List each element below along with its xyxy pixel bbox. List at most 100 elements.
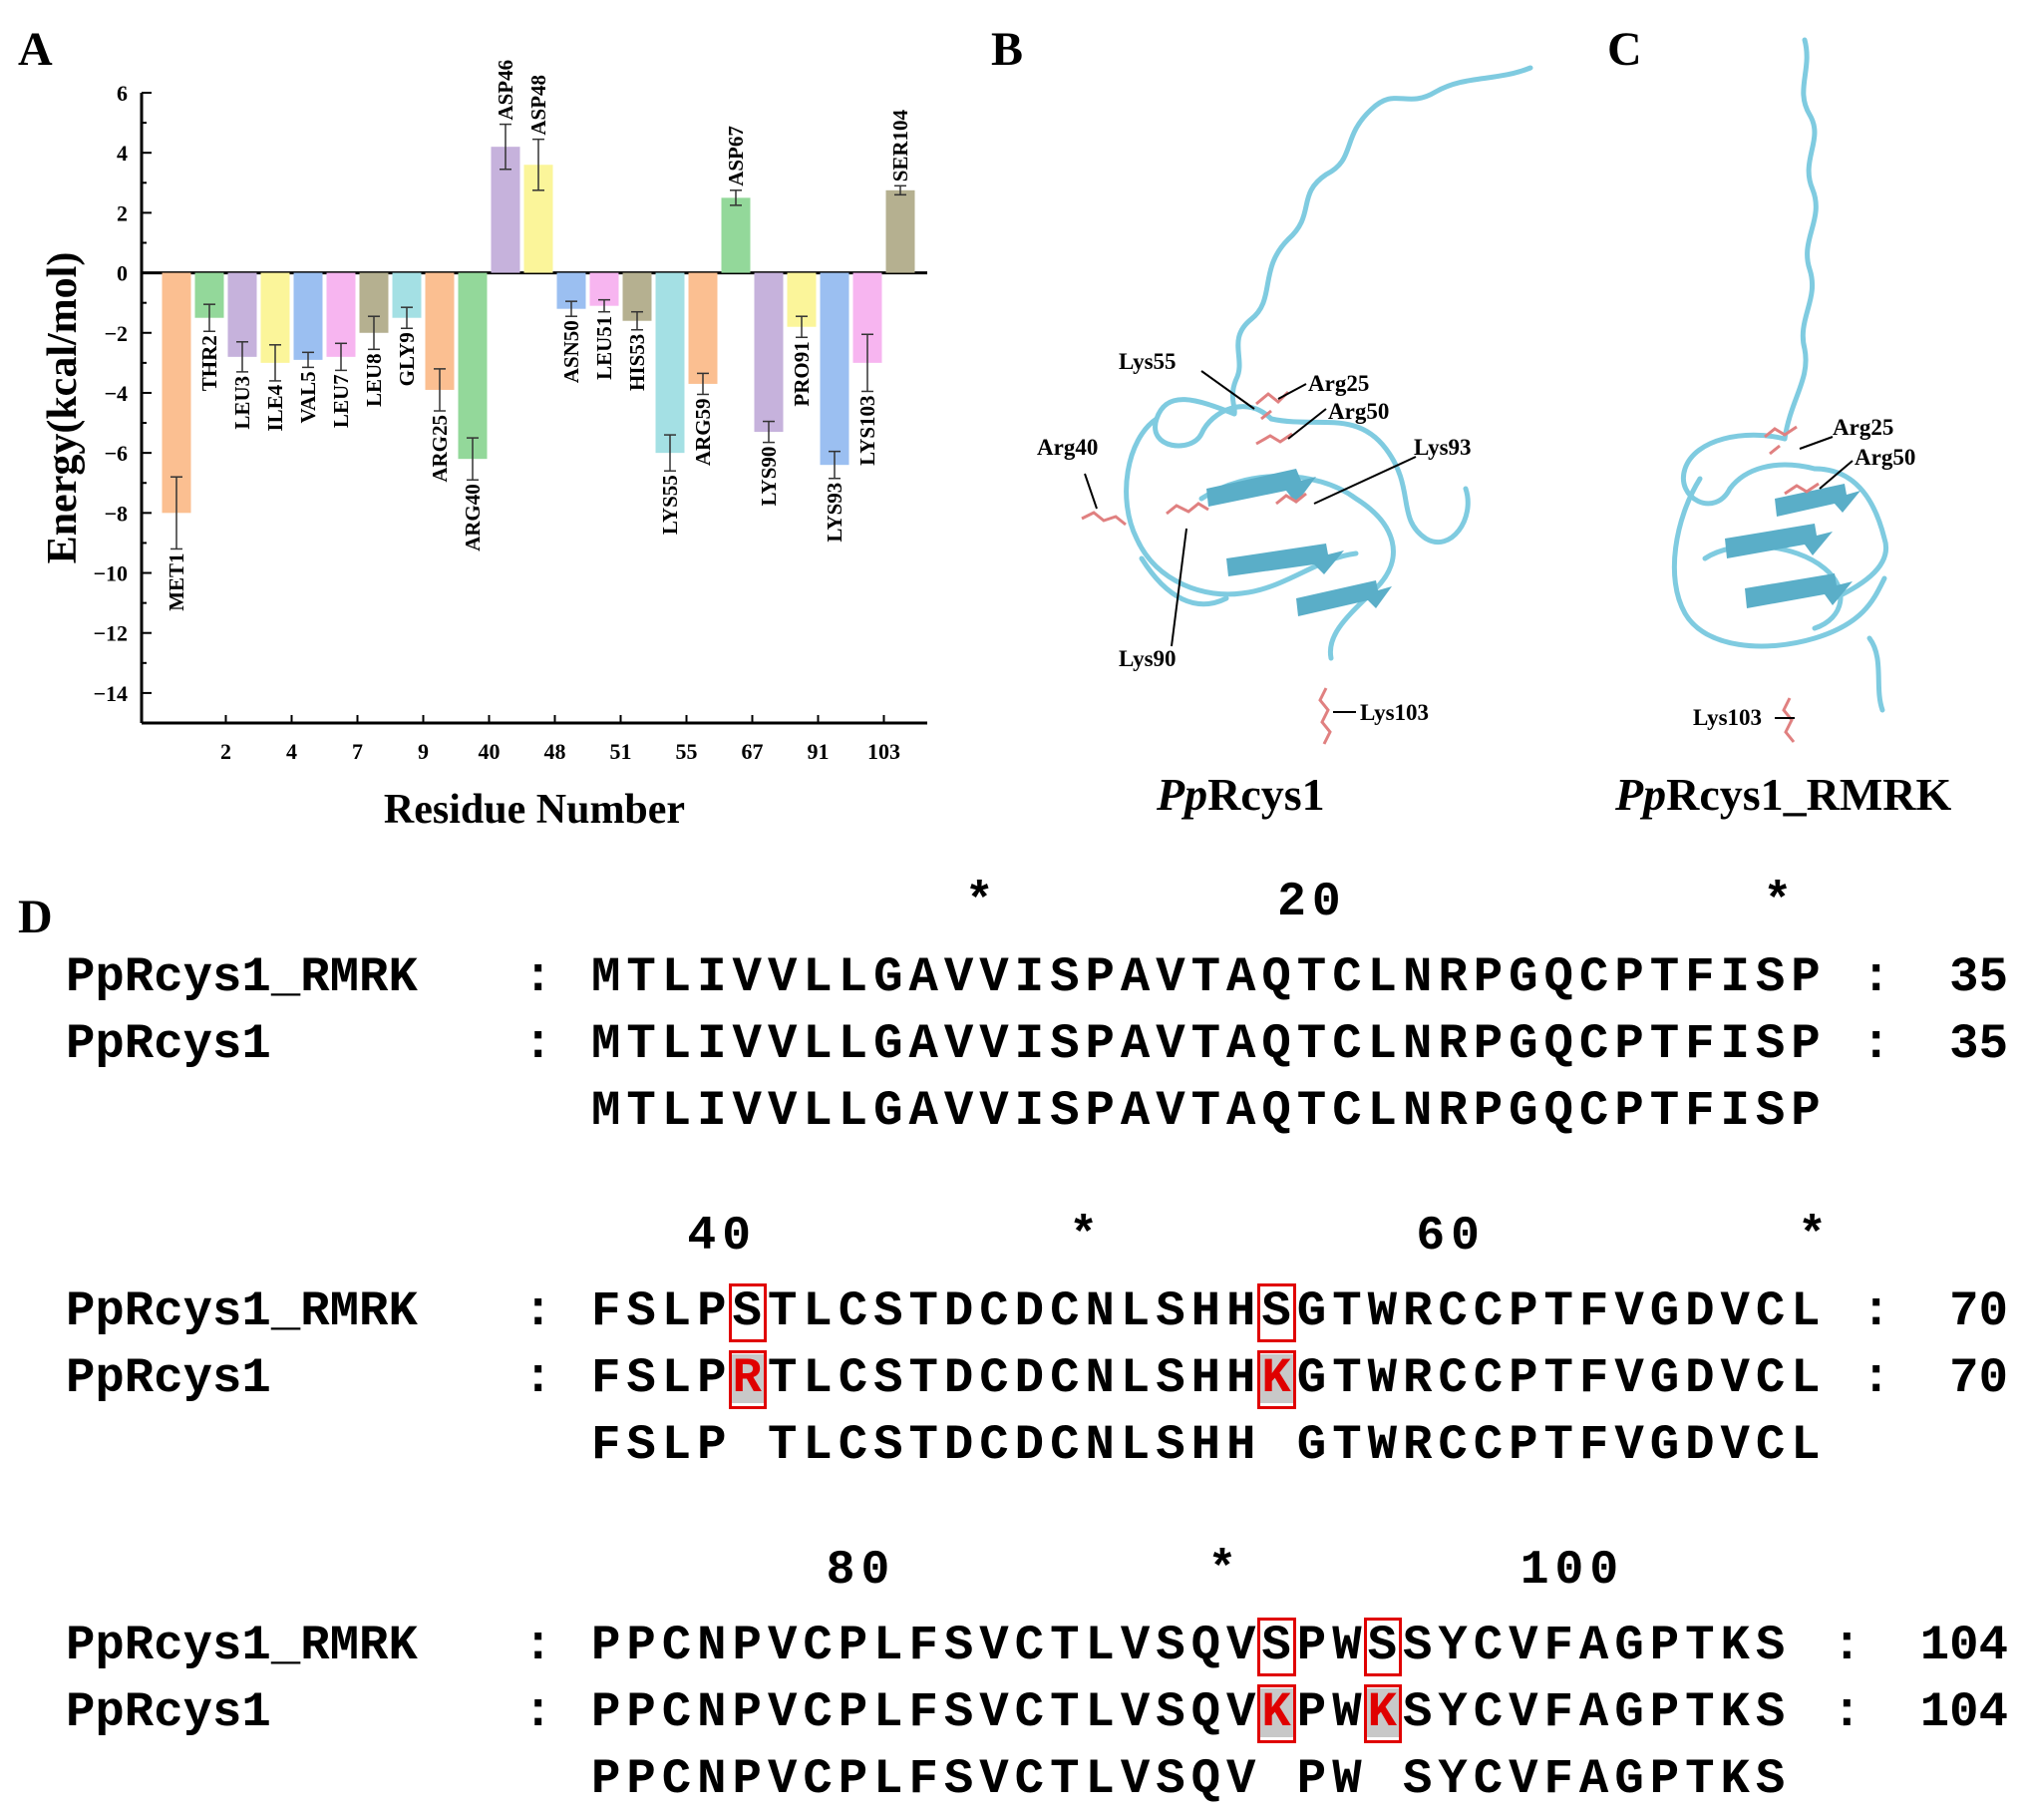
residue: L	[1791, 1283, 1821, 1339]
residue: C	[979, 1283, 1009, 1339]
residue: S	[1755, 1751, 1786, 1807]
residue: S	[626, 1417, 656, 1473]
residue: S	[943, 1751, 974, 1807]
structure-title-b: PpRcys1	[1157, 769, 1325, 820]
residue: L	[838, 949, 868, 1005]
residue: V	[1720, 1283, 1750, 1339]
residue: K	[1720, 1684, 1750, 1740]
residue: A	[1226, 949, 1256, 1005]
residue: V	[732, 949, 762, 1005]
residue: G	[1649, 1350, 1680, 1406]
y-tick-label: 0	[117, 261, 128, 286]
residue: Y	[1438, 1618, 1468, 1673]
y-tick-label: 6	[117, 81, 128, 106]
residue: C	[803, 1751, 833, 1807]
residue: A	[908, 949, 938, 1005]
residue: D	[943, 1417, 974, 1473]
sequence-end: : 35	[1860, 949, 2008, 1005]
residue: S	[626, 1283, 656, 1339]
residue: T	[1050, 1618, 1080, 1673]
residue: G	[873, 1083, 903, 1139]
residue: C	[1473, 1684, 1504, 1740]
residue: V	[1614, 1417, 1644, 1473]
residue: C	[1755, 1283, 1786, 1339]
residue: S	[1257, 1283, 1297, 1342]
residue: R	[728, 1350, 768, 1409]
residue: Q	[1261, 1083, 1291, 1139]
residue: F	[1685, 949, 1715, 1005]
residue: I	[697, 949, 727, 1005]
residue: S	[1156, 1417, 1185, 1473]
residue: I	[697, 1016, 727, 1072]
residue: V	[1156, 1016, 1185, 1072]
residue: V	[1120, 1684, 1151, 1740]
y-tick-label: −12	[93, 621, 128, 646]
residue: C	[1014, 1684, 1045, 1740]
sequence-name: PpRcys1_RMRK	[66, 1618, 418, 1673]
residue: V	[1120, 1618, 1151, 1673]
residue: P	[732, 1684, 762, 1740]
residue: V	[943, 1083, 974, 1139]
residue: T	[1190, 1083, 1221, 1139]
y-tick-label: −8	[104, 501, 128, 526]
residue: H	[1190, 1350, 1221, 1406]
residue: L	[1120, 1350, 1151, 1406]
residue: T	[1190, 1016, 1221, 1072]
residue: C	[1473, 1283, 1504, 1339]
residue: C	[1473, 1618, 1504, 1673]
residue: H	[1190, 1283, 1221, 1339]
residue: H	[1226, 1417, 1256, 1473]
residue: C	[661, 1618, 692, 1673]
residue: S	[1156, 1751, 1185, 1807]
residue: T	[767, 1417, 798, 1473]
residue: V	[1156, 1083, 1185, 1139]
residue: G	[1509, 949, 1538, 1005]
residue: G	[1296, 1417, 1327, 1473]
protein-ribbon-c	[1671, 37, 1889, 743]
structure-b-labels: Lys55 Arg25 Arg50 Arg40 Lys93 Lys90 Lys1…	[997, 0, 1615, 758]
residue: S	[1257, 1618, 1297, 1676]
residue: I	[1720, 949, 1750, 1005]
residue: V	[767, 1618, 798, 1673]
x-tick-label: 40	[479, 739, 501, 764]
x-tick-label: 55	[676, 739, 698, 764]
residue: D	[1685, 1283, 1715, 1339]
residue: F	[1578, 1350, 1609, 1406]
residue-label: Lys55	[1119, 349, 1177, 374]
residue: W	[1367, 1417, 1397, 1473]
x-tick-label: 51	[610, 739, 632, 764]
residue: P	[1614, 1016, 1644, 1072]
residue: S	[1050, 1016, 1080, 1072]
residue: Y	[1438, 1751, 1468, 1807]
structure-panel-b: Lys55 Arg25 Arg50 Arg40 Lys93 Lys90 Lys1…	[997, 0, 1615, 858]
residue: P	[590, 1684, 621, 1740]
bar	[820, 272, 849, 466]
residue: L	[1085, 1618, 1115, 1673]
residue: S	[1156, 1283, 1185, 1339]
alignment-ruler: 80 * 100	[583, 1544, 1625, 1598]
bar-label: ASP67	[724, 126, 748, 186]
residue: A	[908, 1083, 938, 1139]
residue: S	[1755, 1083, 1786, 1139]
residue: C	[1755, 1417, 1786, 1473]
residue: S	[943, 1684, 974, 1740]
y-tick-label: −4	[104, 381, 128, 406]
residue: I	[1720, 1016, 1750, 1072]
residue: L	[803, 1350, 833, 1406]
residue: Q	[1261, 949, 1291, 1005]
protein-ribbon-b	[1081, 65, 1533, 745]
residue: P	[732, 1618, 762, 1673]
residue: L	[661, 1283, 692, 1339]
residue: C	[1473, 1350, 1504, 1406]
residue: D	[1014, 1417, 1045, 1473]
residue: T	[626, 1016, 656, 1072]
residue: G	[873, 949, 903, 1005]
sequence-name: PpRcys1_RMRK	[66, 949, 418, 1005]
residue: P	[838, 1618, 868, 1673]
structure-panel-c: Arg25 Arg50 Lys103 PpRcys1_RMRK	[1615, 0, 2026, 858]
residue: V	[732, 1016, 762, 1072]
residue: A	[908, 1016, 938, 1072]
bar-label: ARG59	[691, 398, 715, 466]
residue: L	[803, 1417, 833, 1473]
residue: F	[1543, 1618, 1573, 1673]
